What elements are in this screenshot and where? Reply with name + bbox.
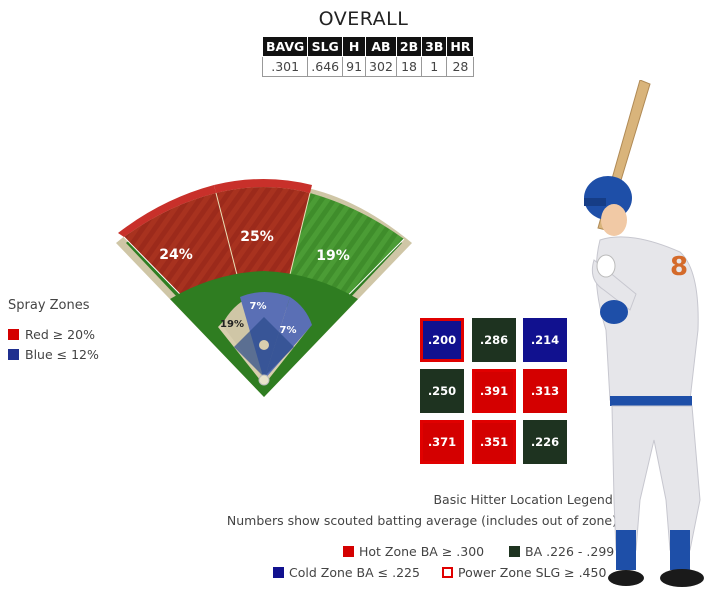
infield-right-pct: 7% — [280, 325, 297, 336]
right-field-pct: 19% — [316, 248, 350, 264]
hitter-legend-subtitle: Numbers show scouted batting average (in… — [226, 513, 617, 528]
page-title: OVERALL — [318, 8, 409, 30]
zone-cell: .391 — [472, 369, 516, 413]
zone-cell: .226 — [523, 420, 567, 464]
value-ab: 302 — [365, 56, 397, 77]
belt — [610, 396, 692, 406]
header-hr: HR — [446, 36, 475, 57]
zone-cell: .371 — [420, 420, 464, 464]
left-field-wall — [118, 185, 216, 237]
legend-mid: BA .226 - .299 — [509, 544, 614, 559]
value-2b: 18 — [395, 56, 423, 77]
zone-cell: .214 — [523, 318, 567, 362]
cold-swatch — [273, 567, 284, 578]
batter-illustration: 8 — [584, 80, 704, 587]
legend-cold: Cold Zone BA ≤ .225 — [273, 565, 420, 580]
header-3b: 3B — [421, 36, 448, 57]
spray-legend-red-label: Red ≥ 20% — [25, 327, 95, 342]
zone-cell: .250 — [420, 369, 464, 413]
left-sock — [616, 530, 636, 570]
stats-header-row: BAVG SLG H AB 2B 3B HR — [261, 36, 475, 57]
power-swatch — [442, 567, 453, 578]
spray-legend-blue-label: Blue ≤ 12% — [25, 347, 99, 362]
zone-cell: .200 — [420, 318, 464, 362]
legend-hot: Hot Zone BA ≥ .300 — [343, 544, 484, 559]
face — [601, 204, 627, 236]
zone-cell: .286 — [472, 318, 516, 362]
legend-cold-label: Cold Zone BA ≤ .225 — [289, 565, 420, 580]
legend-power: Power Zone SLG ≥ .450 — [442, 565, 606, 580]
infield-center-pct: 7% — [250, 301, 267, 312]
jersey-number: 8 — [670, 252, 688, 282]
legend-power-label: Power Zone SLG ≥ .450 — [458, 565, 607, 580]
value-hr: 28 — [446, 56, 475, 77]
hot-swatch — [343, 546, 354, 557]
value-bavg: .301 — [261, 56, 309, 77]
spray-legend-blue: Blue ≤ 12% — [8, 347, 99, 362]
elbow-guard — [600, 300, 628, 324]
spray-legend-red: Red ≥ 20% — [8, 327, 95, 342]
legend-hot-label: Hot Zone BA ≥ .300 — [359, 544, 485, 559]
stats-table: BAVG SLG H AB 2B 3B HR .301 .646 91 302 … — [261, 36, 475, 77]
value-h: 91 — [342, 56, 367, 77]
hitter-legend-title: Basic Hitter Location Legend: — [433, 492, 617, 507]
spray-field: 24% 25% 19% 19% 7% 7% — [116, 179, 412, 397]
legend-mid-label: BA .226 - .299 — [525, 544, 615, 559]
header-2b: 2B — [395, 36, 423, 57]
blue-swatch — [8, 349, 19, 360]
spray-zones-title: Spray Zones — [8, 298, 90, 313]
header-bavg: BAVG — [261, 36, 309, 57]
value-slg: .646 — [307, 56, 344, 77]
home-plate — [258, 374, 270, 386]
hitter-zone-grid: .200 .286 .214 .250 .391 .313 .371 .351 … — [418, 316, 570, 468]
pitchers-mound — [259, 340, 269, 350]
helmet-brim — [584, 198, 606, 206]
red-swatch — [8, 329, 19, 340]
stats-value-row: .301 .646 91 302 18 1 28 — [261, 56, 475, 77]
header-slg: SLG — [307, 36, 344, 57]
pants — [611, 405, 701, 551]
right-sock — [670, 530, 690, 570]
center-field-pct: 25% — [240, 229, 274, 245]
zone-cell: .351 — [472, 420, 516, 464]
left-field-pct: 24% — [159, 247, 193, 263]
value-3b: 1 — [421, 56, 448, 77]
left-shoe — [608, 570, 644, 586]
header-h: H — [342, 36, 367, 57]
infield-left-pct: 19% — [220, 319, 244, 330]
mid-swatch — [509, 546, 520, 557]
zone-cell: .313 — [523, 369, 567, 413]
header-ab: AB — [365, 36, 397, 57]
right-shoe — [660, 569, 704, 587]
center-field-wall — [214, 179, 312, 193]
jersey — [595, 236, 699, 401]
batting-gloves — [596, 254, 616, 278]
